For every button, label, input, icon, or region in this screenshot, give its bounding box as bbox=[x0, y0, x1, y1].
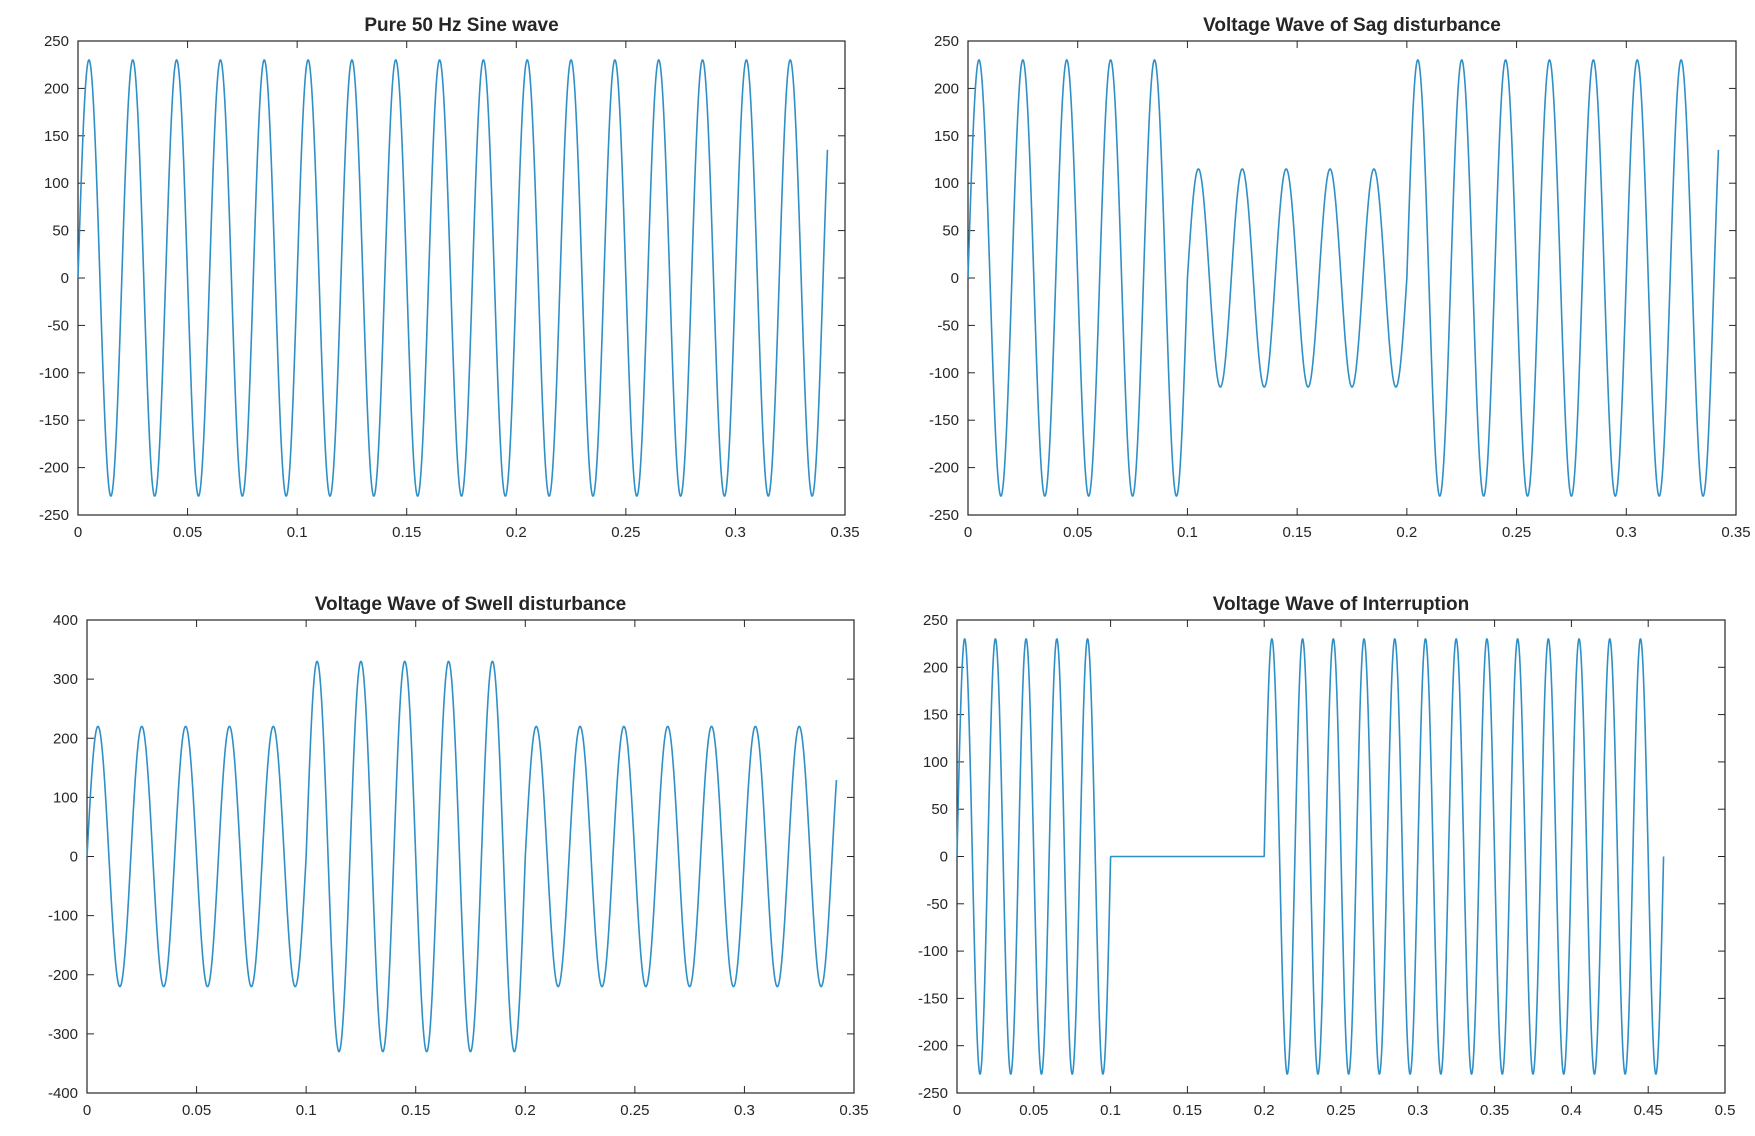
x-tick-label: 0.3 bbox=[1616, 524, 1637, 541]
x-tick-label: 0.2 bbox=[1396, 524, 1417, 541]
y-tick-label: -300 bbox=[48, 1026, 78, 1043]
y-tick-label: 150 bbox=[934, 128, 959, 145]
y-tick-label: -50 bbox=[47, 317, 69, 334]
chart-panel-pure-sine: Pure 50 Hz Sine wave 0 0.05 0.1 0.15 0.2 0.25… bbox=[39, 15, 860, 541]
chart-title: Voltage Wave of Swell disturbance bbox=[315, 594, 626, 615]
x-tick-label: 0.45 bbox=[1634, 1102, 1663, 1119]
chart-panel-swell: Voltage Wave of Swell disturbance 0 0.05 0… bbox=[48, 594, 869, 1119]
chart-title: Voltage Wave of Interruption bbox=[1213, 594, 1470, 615]
x-tick-label: 0.2 bbox=[506, 524, 527, 541]
y-tick-label: 250 bbox=[923, 612, 948, 629]
y-tick-label: 200 bbox=[923, 659, 948, 676]
y-tick-label: 50 bbox=[942, 223, 959, 240]
y-tick-label: -250 bbox=[39, 507, 69, 524]
x-tick-label: 0.15 bbox=[1283, 524, 1312, 541]
y-tick-label: 150 bbox=[923, 707, 948, 724]
y-tick-label: -100 bbox=[39, 365, 69, 382]
y-tick-label: 300 bbox=[53, 671, 78, 688]
x-tick-label: 0.05 bbox=[173, 524, 202, 541]
chart-title: Pure 50 Hz Sine wave bbox=[364, 15, 558, 36]
x-tick-label: 0.35 bbox=[839, 1102, 868, 1119]
y-tick-label: -250 bbox=[929, 507, 959, 524]
y-tick-label: -200 bbox=[48, 967, 78, 984]
y-tick-label: -150 bbox=[918, 990, 948, 1007]
y-tick-label: -200 bbox=[39, 460, 69, 477]
x-tick-label: 0.35 bbox=[830, 524, 859, 541]
y-tick-label: 0 bbox=[70, 849, 78, 866]
y-tick-label: 0 bbox=[940, 849, 948, 866]
y-tick-label: -150 bbox=[39, 412, 69, 429]
x-tick-label: 0.1 bbox=[1100, 1102, 1121, 1119]
y-tick-label: 100 bbox=[53, 789, 78, 806]
x-tick-label: 0.15 bbox=[392, 524, 421, 541]
y-tick-label: 0 bbox=[951, 270, 959, 287]
x-tick-label: 0.25 bbox=[611, 524, 640, 541]
y-tick-label: -100 bbox=[929, 365, 959, 382]
x-tick-label: 0.35 bbox=[1480, 1102, 1509, 1119]
x-tick-label: 0.25 bbox=[620, 1102, 649, 1119]
y-tick-label: 200 bbox=[53, 730, 78, 747]
y-tick-label: -200 bbox=[918, 1038, 948, 1055]
x-tick-label: 0 bbox=[953, 1102, 961, 1119]
x-tick-label: 0.1 bbox=[1177, 524, 1198, 541]
y-tick-label: 50 bbox=[52, 223, 69, 240]
x-tick-label: 0.3 bbox=[1407, 1102, 1428, 1119]
x-tick-label: 0.25 bbox=[1326, 1102, 1355, 1119]
y-tick-label: -250 bbox=[918, 1085, 948, 1102]
y-tick-label: 0 bbox=[61, 270, 69, 287]
x-tick-label: 0.5 bbox=[1715, 1102, 1736, 1119]
voltage-waveform-line bbox=[956, 638, 1665, 1075]
chart-title: Voltage Wave of Sag disturbance bbox=[1203, 15, 1501, 36]
chart-panel-interruption: Voltage Wave of Interruption 0 0.05 0.1 0.1… bbox=[918, 594, 1735, 1119]
x-tick-label: 0.3 bbox=[734, 1102, 755, 1119]
x-tick-label: 0.35 bbox=[1721, 524, 1750, 541]
x-tick-label: 0.25 bbox=[1502, 524, 1531, 541]
x-tick-label: 0 bbox=[964, 524, 972, 541]
y-tick-label: -100 bbox=[48, 908, 78, 925]
y-tick-label: 400 bbox=[53, 612, 78, 629]
x-tick-label: 0.4 bbox=[1561, 1102, 1582, 1119]
y-tick-label: 100 bbox=[44, 175, 69, 192]
x-tick-label: 0.2 bbox=[515, 1102, 536, 1119]
y-tick-label: 250 bbox=[44, 33, 69, 50]
y-tick-label: 50 bbox=[931, 801, 948, 818]
x-tick-label: 0.15 bbox=[401, 1102, 430, 1119]
x-tick-label: 0.05 bbox=[1063, 524, 1092, 541]
chart-panel-sag: Voltage Wave of Sag disturbance 0 0.05 0.1… bbox=[929, 15, 1751, 541]
x-tick-label: 0.05 bbox=[182, 1102, 211, 1119]
y-tick-label: 100 bbox=[923, 754, 948, 771]
y-tick-label: 200 bbox=[934, 80, 959, 97]
voltage-waveform-line bbox=[77, 59, 829, 497]
y-tick-label: -50 bbox=[937, 317, 959, 334]
x-tick-label: 0.05 bbox=[1019, 1102, 1048, 1119]
y-tick-label: 100 bbox=[934, 175, 959, 192]
x-tick-label: 0 bbox=[83, 1102, 91, 1119]
voltage-waveform-line bbox=[86, 660, 838, 1053]
voltage-waveform-line bbox=[967, 59, 1720, 497]
y-tick-label: -100 bbox=[918, 943, 948, 960]
x-tick-label: 0.1 bbox=[287, 524, 308, 541]
y-tick-label: -150 bbox=[929, 412, 959, 429]
x-tick-label: 0 bbox=[74, 524, 82, 541]
y-tick-label: -50 bbox=[926, 896, 948, 913]
y-tick-label: 250 bbox=[934, 33, 959, 50]
y-tick-label: 200 bbox=[44, 80, 69, 97]
x-tick-label: 0.15 bbox=[1173, 1102, 1202, 1119]
y-tick-label: -400 bbox=[48, 1085, 78, 1102]
y-tick-label: 150 bbox=[44, 128, 69, 145]
y-tick-label: -200 bbox=[929, 460, 959, 477]
x-tick-label: 0.2 bbox=[1254, 1102, 1275, 1119]
x-tick-label: 0.3 bbox=[725, 524, 746, 541]
x-tick-label: 0.1 bbox=[296, 1102, 317, 1119]
